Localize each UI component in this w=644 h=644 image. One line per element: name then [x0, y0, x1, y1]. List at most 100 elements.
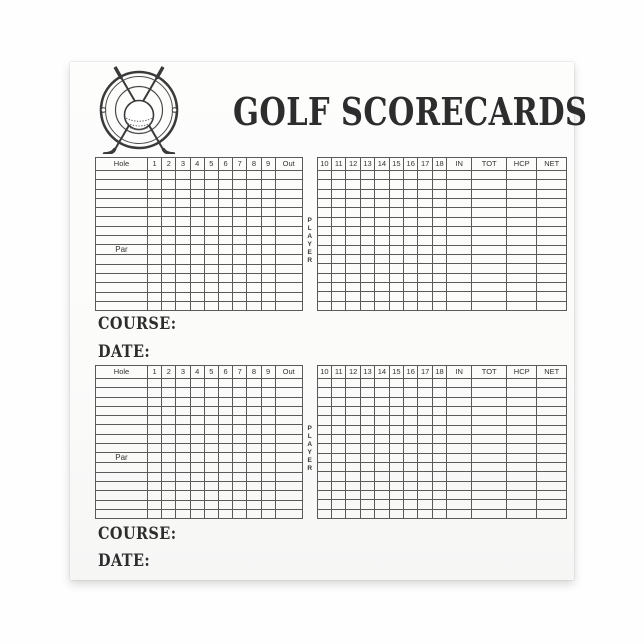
score-cell: [446, 461, 473, 473]
score-cell: [260, 179, 276, 190]
score-cell: [146, 244, 163, 256]
score-cell: [217, 254, 234, 265]
score-cell: [417, 179, 433, 190]
score-cell: [217, 225, 234, 237]
score-cell: [403, 188, 419, 200]
score-cell: [189, 405, 205, 417]
score-cell: [506, 253, 538, 265]
column-header-5: 5: [203, 157, 219, 171]
score-cell: [431, 499, 448, 510]
player-name-cell: [95, 480, 148, 492]
score-cell: [431, 433, 448, 445]
score-cell: [274, 188, 303, 199]
score-cell: [471, 300, 508, 312]
score-cell: [246, 508, 262, 520]
score-cell: [175, 424, 191, 435]
score-cell: [161, 415, 177, 426]
score-cell: [359, 378, 376, 389]
score-cell: [331, 235, 347, 246]
column-header-18: 18: [431, 364, 448, 380]
score-cell: [417, 272, 433, 284]
player-name-cell: [95, 443, 148, 454]
player-label-letter: E: [307, 457, 312, 465]
score-cell: [345, 508, 361, 520]
column-header-12: 12: [345, 364, 361, 380]
score-cell: [161, 452, 177, 464]
score-cell: [316, 207, 333, 218]
score-cell: [417, 406, 433, 417]
score-cell: [146, 387, 163, 398]
score-cell: [246, 216, 262, 227]
score-cell: [274, 387, 303, 398]
column-header-12: 12: [345, 156, 361, 172]
score-cell: [246, 424, 262, 435]
score-cell: [189, 415, 205, 426]
score-cell: [359, 499, 376, 510]
score-cell: [388, 170, 405, 181]
score-cell: [161, 291, 177, 302]
score-cell: [232, 387, 248, 398]
score-cell: [274, 377, 303, 389]
score-cell: [232, 282, 248, 293]
score-cell: [246, 244, 262, 256]
score-cell: [417, 235, 433, 246]
score-cell: [374, 489, 390, 501]
score-cell: [175, 433, 191, 445]
score-cell: [189, 396, 205, 407]
score-cell: [446, 378, 473, 389]
score-cell: [260, 197, 276, 209]
score-cell: [232, 424, 248, 435]
score-cell: [431, 508, 448, 520]
score-cell: [331, 378, 347, 389]
score-cell: [274, 490, 303, 501]
score-cell: [506, 235, 538, 246]
score-cell: [175, 169, 191, 181]
score-cell: [331, 433, 347, 445]
score-cell: [161, 443, 177, 454]
column-header-11: 11: [331, 156, 347, 172]
score-cell: [388, 471, 405, 482]
score-cell: [232, 452, 248, 464]
score-cell: [161, 405, 177, 417]
score-cell: [331, 461, 347, 473]
score-cell: [232, 188, 248, 199]
score-cell: [417, 291, 433, 302]
column-header-6: 6: [217, 365, 234, 379]
score-cell: [471, 253, 508, 265]
score-cell: [274, 291, 303, 302]
score-cell: [417, 387, 433, 398]
score-cell: [246, 300, 262, 312]
score-cell: [203, 197, 219, 209]
score-cell: [189, 300, 205, 312]
score-cell: [359, 480, 376, 492]
score-cell: [146, 235, 163, 246]
score-cell: [359, 198, 376, 209]
score-cell: [417, 225, 433, 237]
score-cell: [431, 452, 448, 464]
score-cell: [232, 415, 248, 426]
player-name-cell: [95, 169, 148, 181]
golf-logo-icon: [99, 66, 179, 154]
score-cell: [246, 179, 262, 190]
score-cell: [274, 216, 303, 227]
score-cell: [189, 197, 205, 209]
score-cell: [374, 461, 390, 473]
score-cell: [146, 282, 163, 293]
score-cell: [217, 263, 234, 274]
player-label-letter: P: [307, 217, 312, 225]
score-cell: [260, 263, 276, 274]
player-name-cell: [95, 490, 148, 501]
score-cell: [345, 170, 361, 181]
score-cell: [203, 179, 219, 190]
score-cell: [189, 471, 205, 482]
score-cell: [374, 471, 390, 482]
score-cell: [388, 480, 405, 492]
score-cell: [260, 225, 276, 237]
score-cell: [403, 378, 419, 389]
score-cell: [146, 462, 163, 473]
score-cell: [403, 198, 419, 209]
score-cell: [506, 244, 538, 256]
score-cell: [446, 489, 473, 501]
score-cell: [417, 480, 433, 492]
score-cell: [374, 443, 390, 454]
